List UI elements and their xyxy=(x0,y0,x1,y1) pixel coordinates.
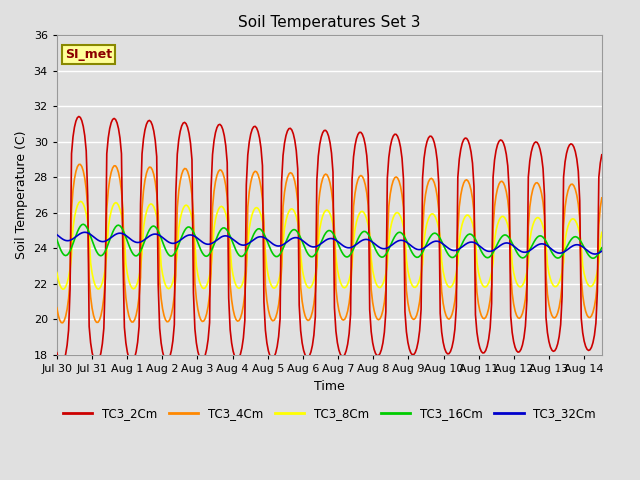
TC3_8Cm xyxy=(125,277,132,283)
TC3_16Cm xyxy=(589,255,596,261)
TC3_2Cm xyxy=(239,335,247,341)
TC3_8Cm xyxy=(598,229,605,235)
Line: TC3_2Cm: TC3_2Cm xyxy=(57,117,602,364)
TC3_8Cm xyxy=(53,270,61,276)
Line: TC3_4Cm: TC3_4Cm xyxy=(57,164,602,323)
TC3_2Cm xyxy=(58,361,65,367)
TC3_16Cm xyxy=(79,221,87,227)
TC3_16Cm xyxy=(238,253,246,259)
TC3_16Cm xyxy=(598,245,605,251)
TC3_8Cm xyxy=(145,202,153,208)
TC3_2Cm xyxy=(589,340,596,346)
TC3_4Cm xyxy=(456,204,463,209)
TC3_32Cm xyxy=(81,229,88,235)
TC3_2Cm xyxy=(456,156,463,162)
TC3_4Cm xyxy=(145,164,153,170)
TC3_16Cm xyxy=(53,237,61,242)
TC3_2Cm xyxy=(598,152,605,157)
TC3_2Cm xyxy=(53,350,61,356)
TC3_16Cm xyxy=(144,230,152,236)
TC3_8Cm xyxy=(589,282,596,288)
TC3_4Cm xyxy=(333,299,341,305)
TC3_2Cm xyxy=(75,114,83,120)
TC3_32Cm xyxy=(238,242,246,248)
TC3_2Cm xyxy=(145,118,153,123)
X-axis label: Time: Time xyxy=(314,380,345,393)
TC3_4Cm xyxy=(239,302,247,308)
TC3_4Cm xyxy=(598,195,605,201)
Line: TC3_8Cm: TC3_8Cm xyxy=(57,202,602,289)
Legend: TC3_2Cm, TC3_4Cm, TC3_8Cm, TC3_16Cm, TC3_32Cm: TC3_2Cm, TC3_4Cm, TC3_8Cm, TC3_16Cm, TC3… xyxy=(58,402,600,425)
TC3_32Cm xyxy=(588,251,595,256)
TC3_32Cm xyxy=(53,232,61,238)
TC3_8Cm xyxy=(77,199,84,204)
TC3_32Cm xyxy=(124,234,131,240)
Line: TC3_32Cm: TC3_32Cm xyxy=(57,232,602,254)
TC3_16Cm xyxy=(332,236,340,241)
TC3_32Cm xyxy=(591,251,598,257)
TC3_4Cm xyxy=(125,312,132,318)
TC3_16Cm xyxy=(588,255,595,261)
TC3_2Cm xyxy=(125,355,132,360)
TC3_32Cm xyxy=(454,247,461,252)
TC3_32Cm xyxy=(144,234,152,240)
TC3_8Cm xyxy=(456,238,463,243)
TC3_32Cm xyxy=(332,237,340,243)
TC3_32Cm xyxy=(598,248,605,254)
Title: Soil Temperatures Set 3: Soil Temperatures Set 3 xyxy=(238,15,420,30)
TC3_16Cm xyxy=(454,250,461,255)
TC3_4Cm xyxy=(59,320,67,325)
TC3_4Cm xyxy=(53,305,61,311)
TC3_8Cm xyxy=(239,278,247,284)
Line: TC3_16Cm: TC3_16Cm xyxy=(57,224,602,258)
TC3_4Cm xyxy=(589,310,596,315)
Text: SI_met: SI_met xyxy=(65,48,112,60)
Y-axis label: Soil Temperature (C): Soil Temperature (C) xyxy=(15,131,28,259)
TC3_2Cm xyxy=(333,340,341,346)
TC3_8Cm xyxy=(333,266,341,272)
TC3_4Cm xyxy=(77,161,84,167)
TC3_8Cm xyxy=(59,286,67,292)
TC3_16Cm xyxy=(124,238,131,244)
